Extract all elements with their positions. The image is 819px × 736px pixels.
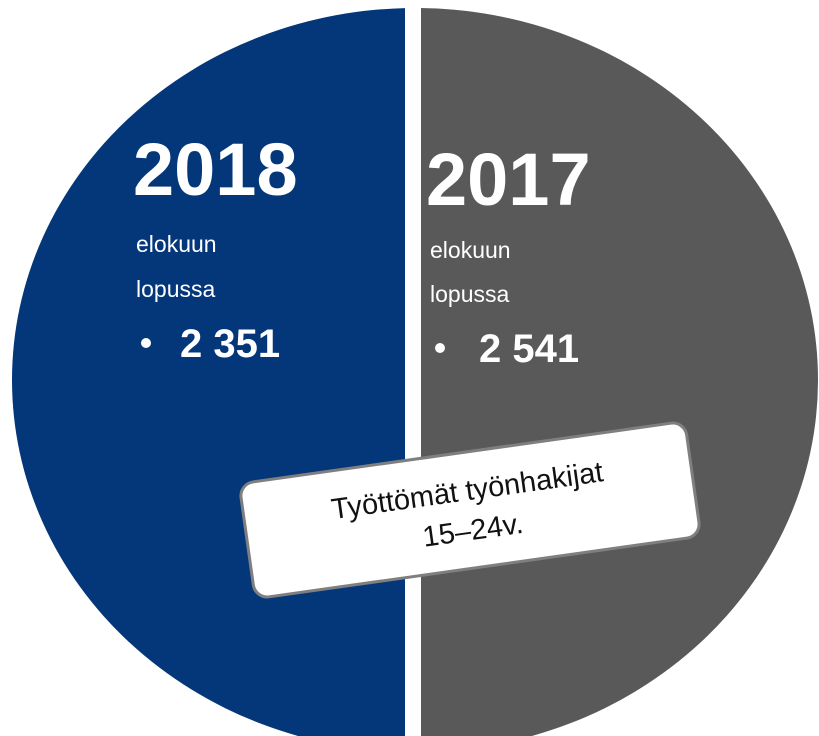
left-year: 2018 — [133, 128, 298, 211]
label-box: Työttömät työnhakijat 15–24v. — [239, 421, 701, 599]
right-year: 2017 — [426, 138, 591, 221]
label-background — [239, 421, 701, 599]
left-value: 2 351 — [180, 322, 280, 366]
right-line1: elokuun — [430, 237, 511, 263]
left-line2: lopussa — [136, 276, 215, 302]
right-value: 2 541 — [479, 327, 579, 371]
bullet — [141, 338, 151, 348]
bullet — [435, 343, 445, 353]
left-line1: elokuun — [136, 231, 217, 257]
right-line2: lopussa — [430, 281, 509, 307]
